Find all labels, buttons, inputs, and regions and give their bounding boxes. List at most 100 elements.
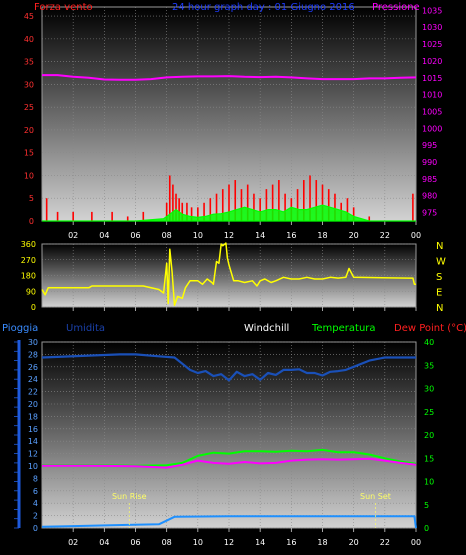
temperature-axis-tick-label: 20 [424, 431, 434, 440]
wind-gust-bar [321, 184, 324, 221]
compass-axis-label: N [436, 241, 443, 252]
compass-axis-label: N [436, 303, 443, 314]
humidity-axis-tick-label: 6 [33, 487, 38, 496]
temperature-legend: Temperatura [311, 323, 376, 334]
humidity-axis-tick-label: 24 [28, 375, 38, 384]
wind-gust-bar [265, 189, 268, 221]
pressure-axis-tick-label: 1015 [422, 74, 442, 83]
wind-gust-bar [91, 211, 93, 221]
wind-gust-bar [178, 198, 180, 221]
temperature-axis-tick-label: 10 [424, 478, 434, 487]
wind-gust-bar [126, 216, 129, 221]
wind-panel-x-tick-label: 10 [193, 231, 203, 240]
temp-panel-x-tick-label: 14 [255, 538, 265, 547]
humidity-axis-tick-label: 8 [33, 474, 38, 483]
wind-gust-bar [352, 207, 355, 221]
temp-panel-x-tick-label: 04 [99, 538, 109, 547]
wind-panel-x-tick-label: 14 [255, 231, 265, 240]
humidity-axis-tick-label: 22 [28, 388, 38, 397]
wind-axis-tick-label: 30 [24, 80, 34, 89]
wind-average-area [42, 204, 416, 222]
wind-gust-bar [209, 198, 212, 221]
wind-gust-bar [346, 198, 349, 221]
wind-gust-bar [45, 198, 48, 221]
pressure-line [42, 74, 417, 81]
wind-gust-bar [303, 180, 305, 221]
wind-axis-tick-label: 15 [24, 149, 34, 158]
wind-gust-bar [190, 207, 193, 221]
humidity-axis-tick-label: 18 [28, 412, 38, 421]
windchill-line [42, 457, 417, 469]
windchill-legend: Windchill [244, 323, 289, 334]
pressure-axis-tick-label: 975 [422, 209, 437, 218]
wind-gust-bar [186, 202, 188, 221]
direction-axis-tick-label: 270 [21, 256, 36, 265]
wind-gust-bar [165, 202, 168, 221]
wind-gust-bar [215, 193, 218, 221]
wind-gust-bar [56, 211, 59, 221]
temperature-axis-tick-label: 25 [424, 408, 434, 417]
pressure-axis-tick-label: 995 [422, 141, 437, 150]
sun-set-label: Sun Set [360, 492, 391, 501]
temp-panel-x-tick-label: 00 [411, 538, 421, 547]
pressure-axis-tick-label: 990 [422, 158, 437, 167]
wind-gust-bar [142, 211, 145, 221]
temperature-axis-tick-label: 40 [424, 338, 434, 347]
wind-axis-tick-label: 35 [24, 58, 34, 67]
rain-legend: Pioggia [2, 323, 38, 334]
temp-panel-x-tick-label: 20 [349, 538, 359, 547]
temp-panel-x-tick-label: 12 [224, 538, 234, 547]
temp-panel-x-tick-label: 16 [286, 538, 296, 547]
pressure-axis-tick-label: 980 [422, 192, 437, 201]
humidity-axis-tick-label: 2 [33, 512, 38, 521]
wind-gust-bar [221, 189, 224, 221]
wind-panel-x-tick-label: 12 [224, 231, 234, 240]
wind-axis-tick-label: 45 [24, 12, 34, 21]
wind-gust-bar [278, 180, 280, 221]
wind-gust-bar [246, 184, 249, 221]
temperature-axis-tick-label: 15 [424, 454, 434, 463]
humidity-axis-tick-label: 14 [28, 437, 38, 446]
humidity-axis-tick-label: 30 [28, 338, 38, 347]
wind-gust-bar [111, 211, 113, 221]
temperature-axis-tick-label: 35 [424, 361, 434, 370]
wind-gust-bar [271, 184, 274, 221]
wind-gust-bar [72, 211, 74, 221]
wind-panel-x-tick-label: 06 [130, 231, 140, 240]
wind-gust-bar [327, 189, 330, 221]
temperature-axis-tick-label: 5 [424, 501, 429, 510]
humidity-axis-tick-label: 12 [28, 450, 38, 459]
pressure-axis-tick-label: 985 [422, 175, 437, 184]
humidity-axis-tick-label: 10 [28, 462, 38, 471]
wind-panel-x-tick-label: 22 [380, 231, 390, 240]
wind-panel-x-tick-label: 08 [162, 231, 172, 240]
pressure-axis-tick-label: 1025 [422, 40, 442, 49]
wind-gust-bar [197, 207, 199, 221]
wind-gust-bar [203, 202, 205, 221]
pressure-axis-tick-label: 1000 [422, 124, 442, 133]
wind-gust-bar [309, 175, 311, 221]
wind-gust-bar [175, 193, 177, 221]
humidity-axis-tick-label: 20 [28, 400, 38, 409]
sun-rise-label: Sun Rise [112, 492, 147, 501]
wind-panel-x-tick-label: 16 [286, 231, 296, 240]
wind-gust-bar [181, 202, 184, 221]
chart-title: 24 hour graph day : 01 Giugno 2016 [172, 2, 355, 13]
rain-line [41, 515, 417, 529]
humidity-axis-tick-label: 28 [28, 350, 38, 359]
pressure-axis-tick-label: 1005 [422, 107, 442, 116]
humidity-axis-tick-label: 0 [33, 524, 38, 533]
wind-gust-bar [259, 198, 261, 221]
humidity-axis-tick-label: 26 [28, 363, 38, 372]
pressure-axis-tick-label: 1020 [422, 57, 442, 66]
dew-point-legend: Dew Point (°C) [394, 323, 466, 334]
temp-panel-x-tick-label: 10 [193, 538, 203, 547]
wind-gust-bar [334, 193, 336, 221]
direction-axis-tick-label: 360 [21, 240, 36, 249]
wind-gust-bar [315, 180, 318, 221]
temperature-axis-tick-label: 30 [424, 385, 434, 394]
temperature-line [42, 448, 417, 467]
wind-axis-tick-label: 20 [24, 126, 34, 135]
wind-axis-tick-label: 25 [24, 103, 34, 112]
